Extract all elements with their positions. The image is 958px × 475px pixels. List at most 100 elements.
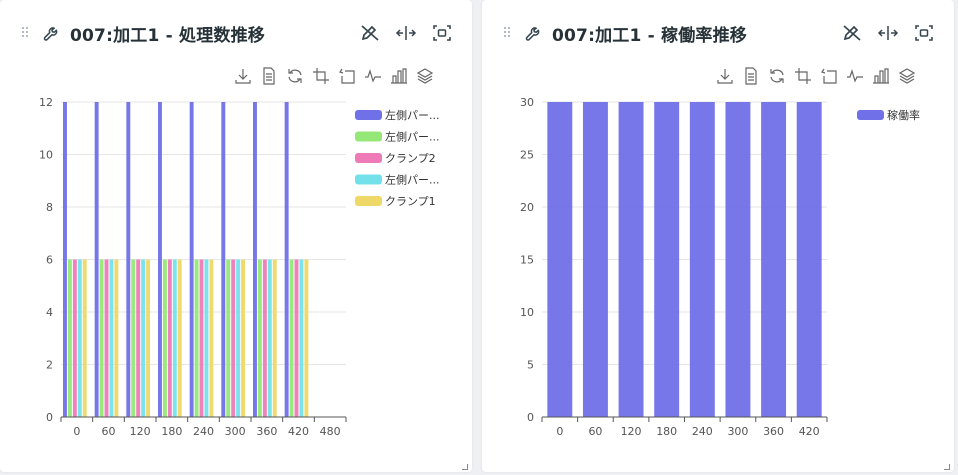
bar[interactable] xyxy=(72,259,77,418)
drag-handle-icon[interactable] xyxy=(22,27,30,39)
data-view-icon[interactable] xyxy=(260,67,278,85)
bar[interactable] xyxy=(77,259,82,418)
y-tick-label: 4 xyxy=(46,306,53,319)
bar[interactable] xyxy=(158,102,162,417)
bar[interactable] xyxy=(284,102,289,417)
wrench-icon xyxy=(43,27,58,41)
bar[interactable] xyxy=(796,102,822,417)
bar[interactable] xyxy=(547,102,573,417)
bar[interactable] xyxy=(162,259,167,418)
download-icon[interactable] xyxy=(234,67,252,85)
bar[interactable] xyxy=(231,259,236,418)
panel-header: 007:加工1 - 稼働率推移 xyxy=(524,20,747,46)
bar[interactable] xyxy=(236,259,241,418)
y-tick-label: 15 xyxy=(520,254,534,267)
resize-horizontal-icon[interactable] xyxy=(877,23,899,43)
y-tick-label: 20 xyxy=(520,201,534,214)
data-view-icon[interactable] xyxy=(742,67,760,85)
zoom-back-icon[interactable] xyxy=(338,67,356,85)
bar[interactable] xyxy=(761,102,787,417)
bar[interactable] xyxy=(172,259,177,418)
bar[interactable] xyxy=(725,102,751,417)
resize-grip-icon[interactable] xyxy=(944,464,950,470)
resize-grip-icon[interactable] xyxy=(462,464,468,470)
bar[interactable] xyxy=(221,102,226,417)
bar[interactable] xyxy=(226,259,231,418)
bar[interactable] xyxy=(194,259,199,418)
zoom-back-icon[interactable] xyxy=(820,67,838,85)
y-tick-label: 5 xyxy=(527,359,534,372)
stack-icon[interactable] xyxy=(416,67,434,85)
bar[interactable] xyxy=(114,259,119,418)
x-tick-label: 0 xyxy=(73,425,80,438)
bar[interactable] xyxy=(267,259,272,418)
bar[interactable] xyxy=(204,259,209,418)
resize-horizontal-icon[interactable] xyxy=(395,23,417,43)
bar[interactable] xyxy=(689,102,715,417)
bar[interactable] xyxy=(209,259,214,418)
x-tick-label: 0 xyxy=(556,425,563,438)
bar[interactable] xyxy=(582,102,608,417)
bar[interactable] xyxy=(177,259,182,418)
edit-off-icon[interactable] xyxy=(359,23,381,43)
legend-item[interactable]: 稼働率 xyxy=(857,108,920,122)
x-tick-label: 240 xyxy=(692,425,713,438)
bar[interactable] xyxy=(63,102,67,417)
legend-item[interactable]: 左側パー... xyxy=(355,131,440,144)
legend-swatch xyxy=(355,153,382,163)
bar[interactable] xyxy=(104,259,109,418)
zoom-select-icon[interactable] xyxy=(312,67,330,85)
y-tick-label: 0 xyxy=(527,411,534,424)
bar[interactable] xyxy=(99,259,104,418)
zoom-select-icon[interactable] xyxy=(794,67,812,85)
legend-swatch xyxy=(355,174,382,185)
download-icon[interactable] xyxy=(716,67,734,85)
y-tick-label: 25 xyxy=(520,149,534,162)
bar[interactable] xyxy=(136,259,141,418)
bar[interactable] xyxy=(126,102,131,417)
bar[interactable] xyxy=(67,259,72,418)
legend-swatch xyxy=(355,110,382,120)
bar[interactable] xyxy=(94,102,99,417)
legend-item[interactable]: クランプ1 xyxy=(355,195,436,208)
bar[interactable] xyxy=(618,102,644,417)
bar[interactable] xyxy=(146,259,151,418)
y-tick-label: 10 xyxy=(39,149,53,162)
legend-item[interactable]: 左側パー... xyxy=(355,174,440,187)
restore-icon[interactable] xyxy=(286,67,304,85)
legend-item[interactable]: クランプ2 xyxy=(355,152,436,165)
bar[interactable] xyxy=(654,102,680,417)
bar[interactable] xyxy=(304,259,309,418)
bar[interactable] xyxy=(289,259,294,418)
x-tick-label: 60 xyxy=(102,425,116,438)
bar-chart-icon[interactable] xyxy=(390,67,408,85)
fullscreen-icon[interactable] xyxy=(431,23,453,43)
bar[interactable] xyxy=(262,259,267,418)
bar[interactable] xyxy=(82,259,87,418)
bar-chart-icon[interactable] xyxy=(872,67,890,85)
edit-off-icon[interactable] xyxy=(841,23,863,43)
bar[interactable] xyxy=(109,259,114,418)
legend-label: クランプ1 xyxy=(385,195,436,208)
bar[interactable] xyxy=(257,259,262,418)
bar[interactable] xyxy=(272,259,277,418)
stack-icon[interactable] xyxy=(898,67,916,85)
bar[interactable] xyxy=(131,259,136,418)
bar[interactable] xyxy=(141,259,146,418)
drag-handle-icon[interactable] xyxy=(504,27,512,39)
legend-item[interactable]: 左側パー... xyxy=(355,109,440,122)
bar[interactable] xyxy=(253,102,257,417)
line-chart-icon[interactable] xyxy=(846,67,864,85)
restore-icon[interactable] xyxy=(768,67,786,85)
bar[interactable] xyxy=(189,102,194,417)
bar[interactable] xyxy=(299,259,304,418)
x-tick-label: 180 xyxy=(161,425,182,438)
fullscreen-icon[interactable] xyxy=(913,23,935,43)
x-tick-label: 420 xyxy=(288,425,309,438)
bar[interactable] xyxy=(294,259,299,418)
bar[interactable] xyxy=(199,259,204,418)
bar[interactable] xyxy=(167,259,172,418)
line-chart-icon[interactable] xyxy=(364,67,382,85)
bar[interactable] xyxy=(241,259,246,418)
